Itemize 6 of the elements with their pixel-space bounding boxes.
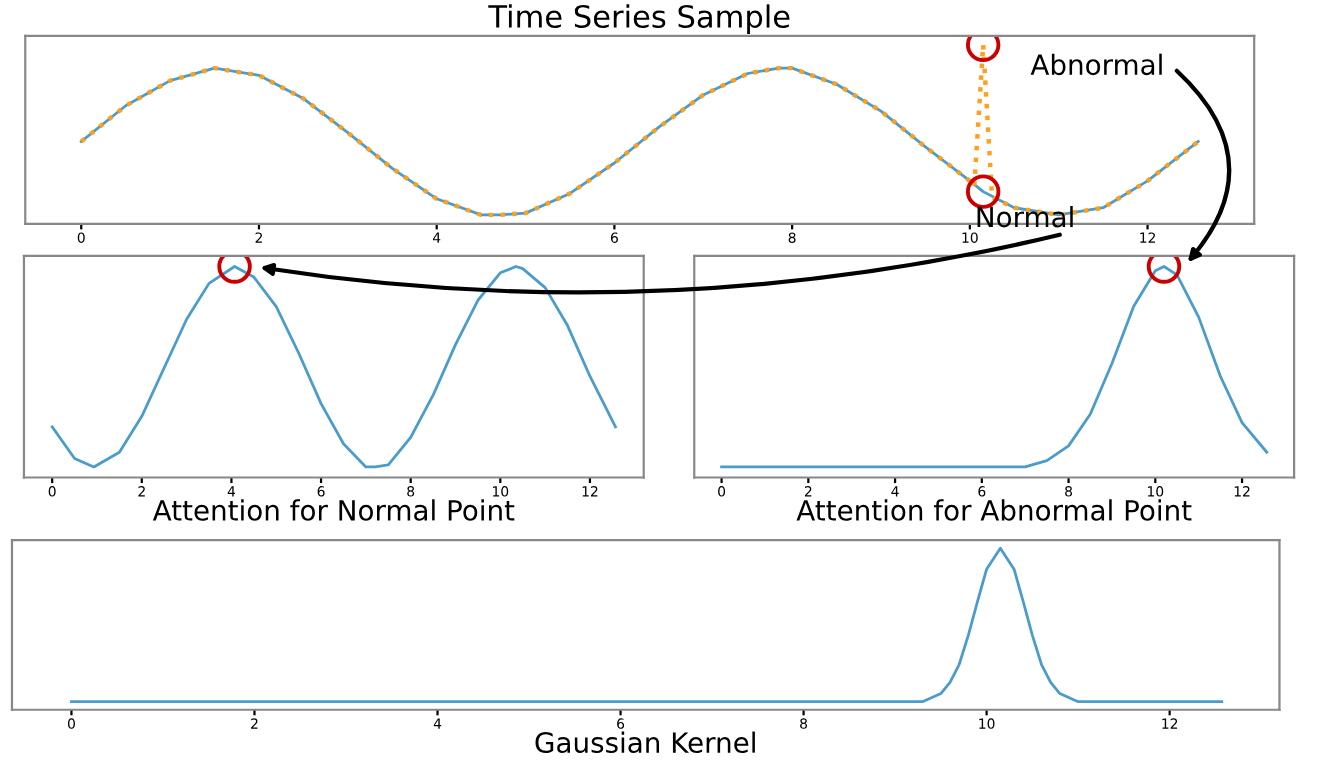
x-axis-title: Attention for Normal Point xyxy=(152,499,515,521)
x-axis-title: Gaussian Kernel xyxy=(535,731,755,754)
annotation: Abnormal xyxy=(1030,53,1162,76)
annotation: Normal xyxy=(977,205,1073,228)
x-axis-title: Attention for Abnormal Point xyxy=(796,499,1192,521)
chart-title: Time Series Sample xyxy=(488,4,790,34)
